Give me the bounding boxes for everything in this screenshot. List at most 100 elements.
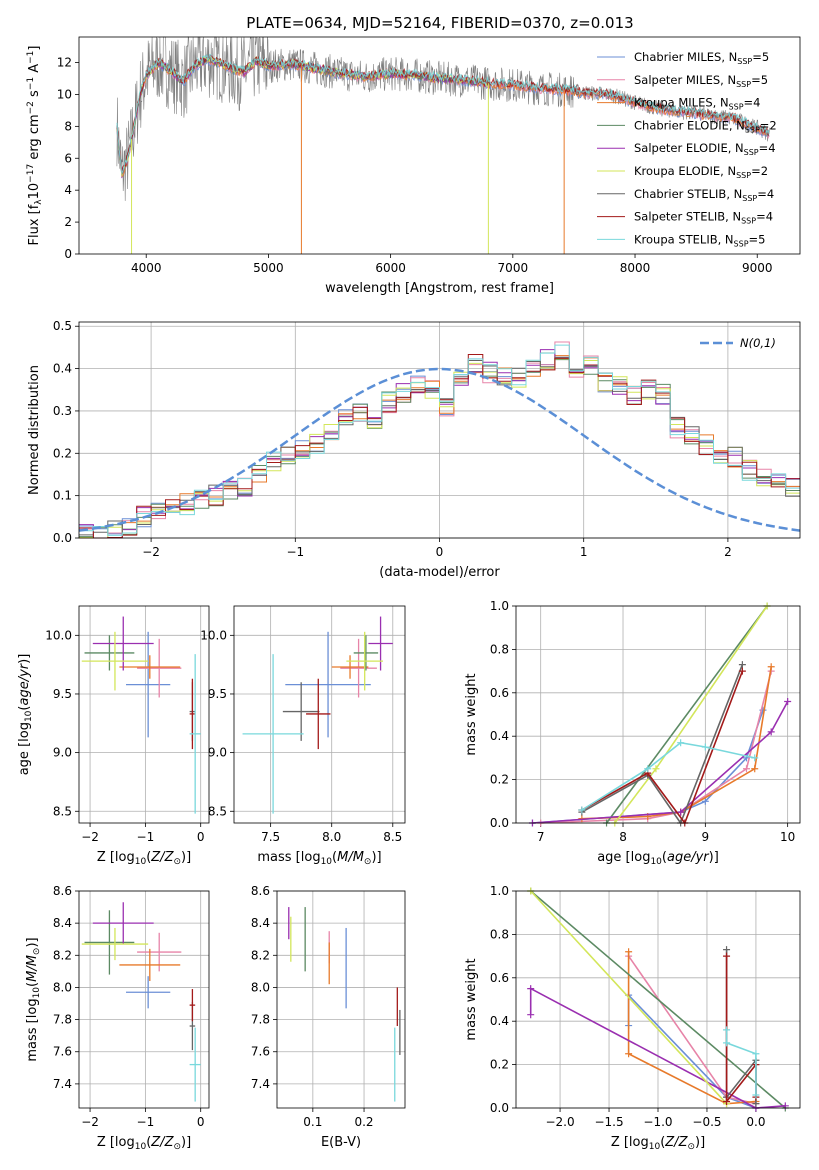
legend-entry: Chabrier STELIB, NSSP=4: [634, 187, 774, 203]
x-tick-label: −1: [137, 1115, 155, 1129]
weight-marker-KroupaELODIE: [652, 765, 660, 773]
weight-line-SalpeterELODIE: [532, 701, 789, 824]
x-tick-label: 7.5: [261, 830, 280, 844]
y-tick-label: 7.8: [251, 1013, 270, 1027]
y-tick-label: 0.4: [490, 729, 509, 743]
weight-marker-KroupaSTELIB: [751, 754, 759, 762]
mass_vs_Z-frame: [78, 890, 210, 1109]
weight-marker-KroupaSTELIB: [578, 806, 586, 814]
x-tick-label: 6000: [375, 261, 406, 275]
histogram-KroupaSTELIB: [79, 344, 800, 536]
mass_vs_Z-axes: −2 −1 0 7.4 7.6 7.8 8.0 8.2 8.4 8.6: [53, 884, 209, 1129]
y-tick-label: 0.6: [490, 686, 509, 700]
spectrum-legend: Chabrier MILES, NSSP=5 Salpeter MILES, NS…: [597, 50, 777, 248]
weight-line-ChabrierSTELIB: [581, 664, 744, 825]
y-tick-label: 0.8: [490, 927, 509, 941]
weight-line-SalpeterSTELIB: [581, 670, 744, 825]
weight-marker-KroupaSTELIB: [677, 739, 685, 747]
y-tick-label: 9.0: [53, 746, 72, 760]
figure-title: PLATE=0634, MJD=52164, FIBERID=0370, z=0…: [246, 14, 633, 32]
age_vs_Z-frame: [78, 605, 210, 824]
x-tick-label: 8: [619, 830, 627, 844]
x-tick-label: −1.5: [594, 1115, 623, 1129]
weight-line-SalpeterELODIE: [529, 987, 786, 1109]
age_vs_mass-axes: 7.5 8.0 8.5 8.5 9.0 9.5 10.0: [200, 606, 405, 844]
gaussian-curve: [78, 367, 801, 532]
weight-line-ChabrierELODIE: [605, 605, 768, 824]
y-tick-label: 10.0: [45, 628, 72, 642]
age-vs-z-ylabel: age [log10(age/yr)]: [17, 654, 34, 776]
y-tick-label: 8.2: [251, 948, 270, 962]
x-tick-label: 0.2: [354, 1115, 373, 1129]
legend-entry: Chabrier ELODIE, NSSP=2: [634, 118, 777, 134]
residuals-ylabel: Normed distribution: [27, 365, 42, 495]
age-vs-mass-xlabel: mass [log10(M/M⊙)]: [257, 850, 381, 867]
legend-entry: Salpeter MILES, NSSP=5: [634, 73, 768, 89]
y-tick-label: 0.2: [490, 773, 509, 787]
x-tick-label: 4000: [131, 261, 162, 275]
weight-marker-SalpeterELODIE: [527, 1011, 535, 1019]
weight-marker-KroupaMILES: [625, 948, 633, 956]
histogram-KroupaMILES: [79, 355, 800, 539]
weight-marker-SalpeterELODIE: [767, 728, 775, 736]
y-tick-label: 9.5: [53, 687, 72, 701]
y-tick-label: 0.2: [53, 446, 72, 460]
weight-line-KroupaELODIE: [530, 890, 728, 1105]
y-tick-label: 10.0: [200, 628, 227, 642]
weight-marker-SalpeterELODIE: [784, 697, 792, 705]
legend-entry: Chabrier MILES, NSSP=5: [634, 50, 769, 66]
y-tick-label: 8.5: [208, 804, 227, 818]
weight-marker-KroupaSTELIB: [723, 1026, 731, 1034]
age_vs_Z-axes: −2 −1 0 8.5 9.0 9.5 10.0: [45, 606, 209, 844]
mass_vs_Z-errorbars: [81, 902, 201, 1102]
y-tick-label: 8.4: [251, 916, 270, 930]
weight-marker-ChabrierSTELIB: [723, 946, 731, 954]
spectrum-lines: [116, 36, 770, 254]
legend-entry: Kroupa STELIB, NSSP=5: [634, 232, 765, 248]
legend-entry: Kroupa MILES, NSSP=4: [634, 96, 760, 112]
y-tick-label: 0.6: [490, 971, 509, 985]
x-tick-label: 9000: [742, 261, 773, 275]
mass-vs-ebv-xlabel: E(B-V): [321, 1135, 361, 1150]
massweight_vs_age-ylabel: mass weight: [464, 673, 479, 755]
x-tick-label: −1: [286, 545, 304, 559]
massweight_vs_age-lines: [528, 602, 792, 827]
residuals-axes: −2 −1 0 1 2 0.0 0.1 0.2 0.3 0.4 0.5: [53, 319, 800, 559]
legend-gaussian: N(0,1): [740, 336, 776, 350]
y-tick-label: 7.4: [251, 1077, 270, 1091]
weight-marker-SalpeterSTELIB: [723, 1097, 731, 1105]
age_vs_Z-errorbars: [81, 616, 201, 814]
y-tick-label: 8.6: [53, 884, 72, 898]
weight-line-SalpeterMILES: [540, 670, 772, 824]
weight-marker-KroupaSTELIB: [644, 765, 652, 773]
x-tick-label: 8.5: [383, 830, 402, 844]
weight-line-ChabrierELODIE: [530, 890, 786, 1109]
weight-marker-ChabrierSTELIB: [738, 661, 746, 669]
y-tick-label: 7.6: [251, 1045, 270, 1059]
y-tick-label: 0.0: [490, 1101, 509, 1115]
age_vs_mass-frame: [233, 605, 406, 824]
x-tick-label: −2: [81, 1115, 99, 1129]
spectrum-ylabel: Flux [fλ10−17 erg cm−2 s−1 A−1]: [26, 46, 44, 246]
legend-entry: Salpeter STELIB, NSSP=4: [634, 210, 773, 226]
y-tick-label: 0.2: [490, 1058, 509, 1072]
age_vs_mass-errorbars: [242, 616, 393, 814]
spectrum-model-KroupaSTELIB: [116, 53, 770, 174]
massweight-vs-age-xlabel: age [log10(age/yr)]: [597, 850, 719, 867]
x-tick-label: 7: [537, 830, 545, 844]
massweight_vs_Z-ylabel: mass weight: [464, 958, 479, 1040]
x-tick-label: 8.0: [322, 830, 341, 844]
y-tick-label: 1.0: [490, 884, 509, 898]
weight-marker-SalpeterSTELIB: [723, 952, 731, 960]
x-tick-label: 0: [197, 830, 205, 844]
weight-marker-KroupaMILES: [751, 765, 759, 773]
y-tick-label: 12: [57, 56, 72, 70]
weight-marker-SalpeterELODIE: [677, 808, 685, 816]
weight-marker-KroupaSTELIB: [752, 1091, 760, 1099]
x-tick-label: −2: [81, 830, 99, 844]
mass_vs_EBV-frame: [276, 890, 406, 1109]
y-tick-label: 0.4: [53, 362, 72, 376]
massweight_vs_age-frame: [515, 605, 801, 824]
age-vs-z-xlabel: Z [log10(Z/Z⊙)]: [97, 850, 191, 867]
